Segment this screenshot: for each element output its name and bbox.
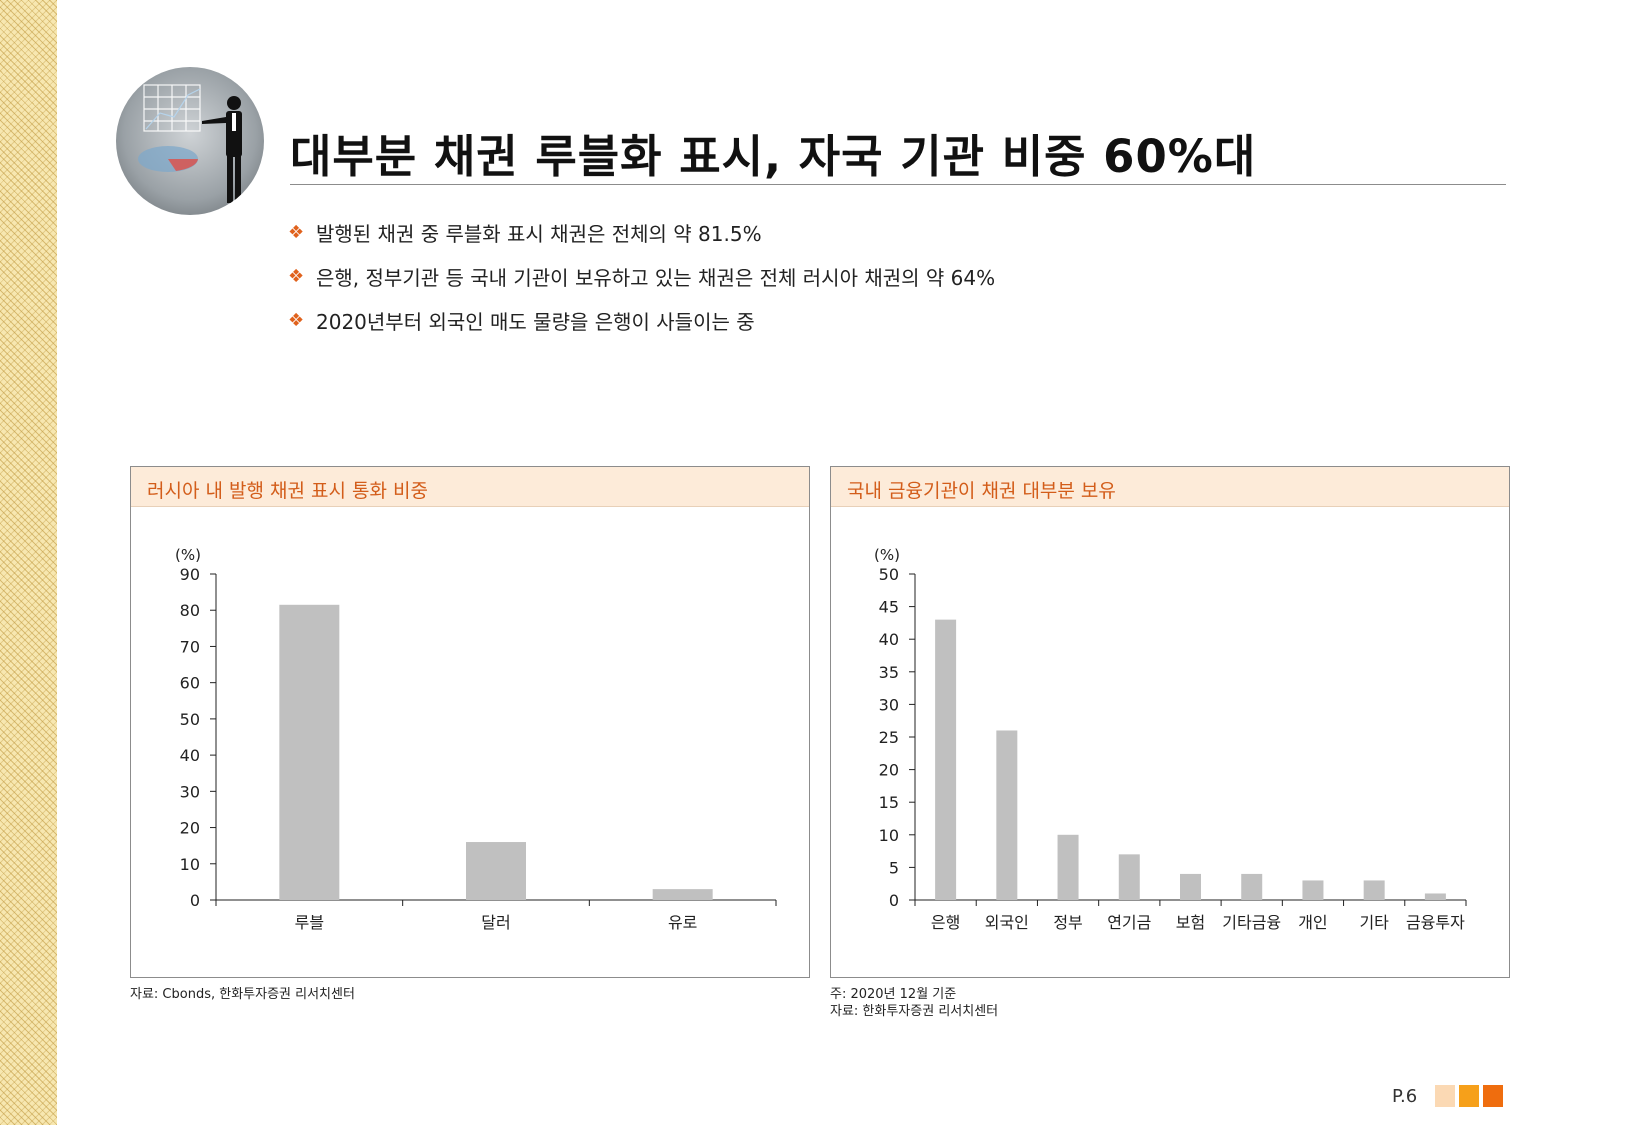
panel-header: 국내 금융기관이 채권 대부분 보유	[831, 467, 1509, 507]
chart-note: 주: 2020년 12월 기준	[830, 987, 957, 1002]
decorative-side-stripe	[0, 0, 57, 1125]
bullet-item: ❖ 은행, 정부기관 등 국내 기관이 보유하고 있는 채권은 전체 러시아 채…	[288, 254, 995, 298]
bar	[935, 619, 957, 900]
holder-share-chart: (%) 0 5 10 15 20 25 30 35 40 45 50 은행 외국인 정부 연기금 보험 기타금융 개…	[874, 546, 1467, 932]
bar	[996, 730, 1018, 900]
bar	[1302, 880, 1324, 900]
diamond-bullet-icon: ❖	[288, 265, 305, 287]
chart-source: 자료: Cbonds, 한화투자증권 리서치센터	[130, 987, 355, 1002]
x-tick-label: 은행	[931, 913, 960, 932]
accent-square-light	[1435, 1085, 1455, 1107]
bullet-item: ❖ 발행된 채권 중 루블화 표시 채권은 전체의 약 81.5%	[288, 210, 995, 254]
y-tick-label: 30	[180, 782, 200, 801]
y-tick-label: 0	[190, 891, 200, 910]
title-divider	[290, 184, 1506, 185]
bar	[1057, 834, 1079, 900]
y-tick-label: 15	[879, 793, 899, 812]
chart-title: 국내 금융기관이 채권 대부분 보유	[847, 480, 1116, 502]
y-tick-label: 50	[180, 710, 200, 729]
bullet-text: 발행된 채권 중 루블화 표시 채권은 전체의 약 81.5%	[316, 221, 762, 246]
y-tick-label: 40	[180, 746, 200, 765]
bar	[652, 889, 713, 900]
holder-share-panel: 국내 금융기관이 채권 대부분 보유 (%) 0 5 10 15 20 25 30 35 40 45…	[830, 466, 1510, 978]
page-number: P.6	[1392, 1086, 1418, 1107]
chart-source: 자료: 한화투자증권 리서치센터	[830, 1004, 999, 1019]
y-tick-label: 30	[879, 695, 899, 714]
y-tick-label: 60	[180, 674, 200, 693]
bullet-text: 2020년부터 외국인 매도 물량을 은행이 사들이는 중	[316, 309, 755, 334]
y-tick-label: 40	[879, 630, 899, 649]
bar	[1424, 893, 1446, 900]
y-axis-label: (%)	[175, 546, 201, 564]
bar	[1118, 854, 1140, 900]
page-title: 대부분 채권 루블화 표시, 자국 기관 비중 60%대	[290, 130, 1257, 183]
diamond-bullet-icon: ❖	[288, 309, 305, 331]
y-tick-label: 10	[879, 826, 899, 845]
y-tick-label: 90	[180, 565, 200, 584]
bar	[1180, 873, 1201, 900]
y-tick-label: 70	[180, 637, 200, 656]
bar	[279, 604, 340, 900]
y-tick-label: 80	[180, 601, 200, 620]
y-tick-label: 10	[180, 855, 200, 874]
y-tick-label: 20	[180, 819, 200, 838]
y-tick-label: 5	[889, 858, 899, 877]
x-tick-label: 정부	[1053, 913, 1082, 932]
x-tick-label: 기타	[1359, 913, 1389, 932]
presenter-illustration	[116, 67, 264, 215]
y-tick-label: 35	[879, 663, 899, 682]
x-tick-label: 개인	[1298, 913, 1327, 932]
bar	[466, 842, 526, 900]
x-tick-label: 루블	[295, 913, 324, 932]
diamond-bullet-icon: ❖	[288, 221, 305, 243]
y-tick-label: 45	[879, 598, 899, 617]
y-tick-label: 0	[889, 891, 899, 910]
bar	[1241, 873, 1263, 900]
y-axis-label: (%)	[874, 546, 900, 564]
chart-title: 러시아 내 발행 채권 표시 통화 비중	[147, 480, 428, 502]
x-tick-label: 달러	[481, 913, 510, 932]
y-tick-label: 20	[879, 761, 899, 780]
bullet-item: ❖ 2020년부터 외국인 매도 물량을 은행이 사들이는 중	[288, 298, 995, 342]
accent-square-dark	[1483, 1085, 1503, 1107]
y-tick-label: 50	[879, 565, 899, 584]
x-tick-label: 금융투자	[1406, 913, 1465, 932]
x-tick-label: 유로	[668, 913, 697, 932]
currency-share-panel: 러시아 내 발행 채권 표시 통화 비중 (%) 0 10 20 30 40 50 60 70 8…	[130, 466, 810, 978]
x-tick-label: 외국인	[985, 913, 1029, 932]
x-tick-label: 보험	[1176, 913, 1205, 932]
panel-header: 러시아 내 발행 채권 표시 통화 비중	[131, 467, 809, 507]
accent-square-medium	[1459, 1085, 1479, 1107]
x-tick-label: 연기금	[1107, 913, 1151, 932]
x-tick-label: 기타금융	[1222, 913, 1281, 932]
bullet-text: 은행, 정부기관 등 국내 기관이 보유하고 있는 채권은 전체 러시아 채권의…	[316, 265, 996, 290]
currency-share-chart: (%) 0 10 20 30 40 50 60 70 80 90 루블 달러 유로	[175, 546, 777, 932]
bullet-list: ❖ 발행된 채권 중 루블화 표시 채권은 전체의 약 81.5% ❖ 은행, …	[288, 210, 995, 342]
y-tick-label: 25	[879, 728, 899, 747]
bar	[1363, 880, 1385, 900]
